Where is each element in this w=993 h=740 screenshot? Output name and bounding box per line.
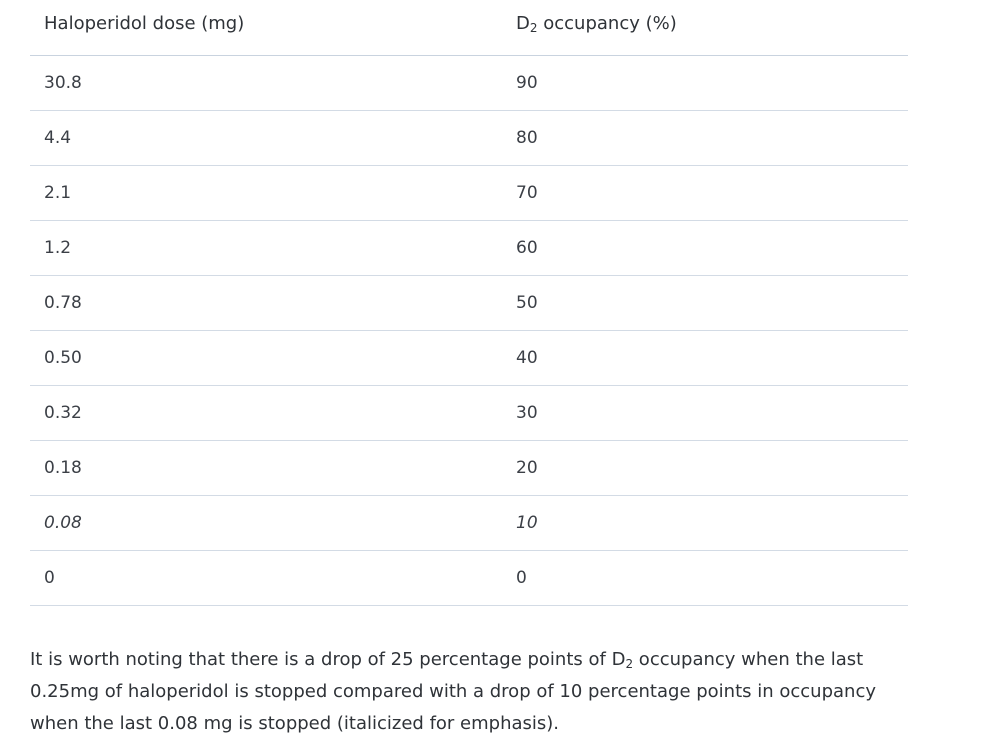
header-occupancy-suffix: occupancy (%) <box>537 13 677 34</box>
occupancy-cell: 0 <box>516 568 527 588</box>
table-row: 0.78 50 <box>30 276 908 331</box>
table-row: 0.08 10 <box>30 496 908 551</box>
note-text-part2: occupancy when the last 0.25mg of halope… <box>30 649 876 734</box>
table-header-row: Haloperidol dose (mg) D2 occupancy (%) <box>30 0 908 56</box>
dose-cell: 30.8 <box>44 73 82 93</box>
table-row: 0.50 40 <box>30 331 908 386</box>
table-row: 4.4 80 <box>30 111 908 166</box>
dose-occupancy-table: Haloperidol dose (mg) D2 occupancy (%) 3… <box>30 0 908 606</box>
dose-cell: 4.4 <box>44 128 72 148</box>
table-row: 0.18 20 <box>30 441 908 496</box>
dose-cell: 0.78 <box>44 293 82 313</box>
table-row: 0.32 30 <box>30 386 908 441</box>
dose-cell: 0.50 <box>44 348 82 368</box>
note-text-part1: It is worth noting that there is a drop … <box>30 649 626 670</box>
dose-cell: 2.1 <box>44 183 72 203</box>
occupancy-cell: 50 <box>516 293 538 313</box>
header-occupancy-prefix: D <box>516 13 530 34</box>
table-body: 30.8 90 4.4 80 2.1 70 1.2 60 0.78 50 0.50 40 0.32 30 0… <box>30 56 908 606</box>
explanatory-note: It is worth noting that there is a drop … <box>30 644 930 740</box>
table-row: 30.8 90 <box>30 56 908 111</box>
dose-cell: 0 <box>44 568 55 588</box>
table-row: 1.2 60 <box>30 221 908 276</box>
note-subscript: 2 <box>625 657 634 671</box>
occupancy-cell: 20 <box>516 458 538 478</box>
header-dose: Haloperidol dose (mg) <box>44 13 245 34</box>
occupancy-cell: 10 <box>516 513 538 533</box>
occupancy-cell: 80 <box>516 128 538 148</box>
occupancy-cell: 70 <box>516 183 538 203</box>
occupancy-cell: 30 <box>516 403 538 423</box>
dose-cell: 0.08 <box>44 513 82 533</box>
occupancy-cell: 90 <box>516 73 538 93</box>
table-row: 2.1 70 <box>30 166 908 221</box>
dose-cell: 0.32 <box>44 403 82 423</box>
occupancy-cell: 60 <box>516 238 538 258</box>
dose-cell: 0.18 <box>44 458 82 478</box>
dose-cell: 1.2 <box>44 238 72 258</box>
header-occupancy-subscript: 2 <box>529 21 538 35</box>
occupancy-cell: 40 <box>516 348 538 368</box>
header-occupancy: D2 occupancy (%) <box>516 13 908 34</box>
